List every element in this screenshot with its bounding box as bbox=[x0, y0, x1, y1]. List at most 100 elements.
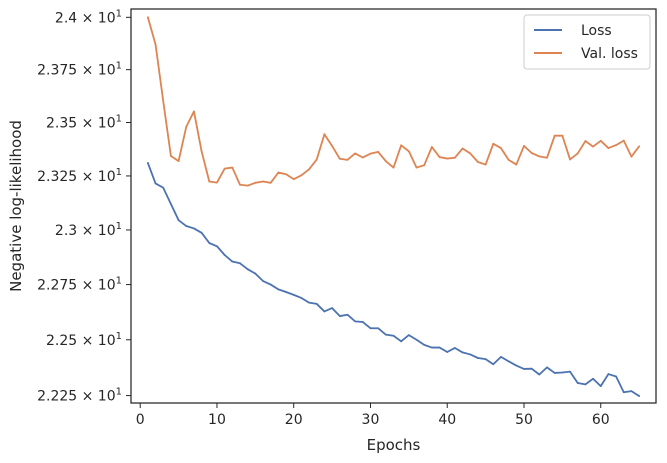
data-point-loss bbox=[553, 372, 556, 374]
data-point-loss bbox=[461, 351, 464, 354]
data-point-loss bbox=[246, 268, 249, 271]
data-point-loss bbox=[392, 334, 395, 337]
data-point-loss bbox=[592, 377, 594, 380]
data-point-loss bbox=[423, 343, 426, 346]
data-point-val-loss bbox=[561, 134, 564, 137]
data-point-loss bbox=[538, 373, 541, 376]
x-tick-label: 10 bbox=[208, 412, 226, 428]
data-point-val-loss bbox=[469, 152, 472, 155]
data-point-loss bbox=[269, 283, 272, 286]
data-point-loss bbox=[500, 355, 502, 358]
data-point-val-loss bbox=[507, 158, 510, 161]
data-point-val-loss bbox=[599, 139, 602, 142]
data-point-loss bbox=[200, 231, 203, 234]
data-point-loss bbox=[407, 334, 410, 336]
data-point-val-loss bbox=[530, 152, 533, 154]
y-tick-label: 2.35 × 101 bbox=[46, 114, 122, 132]
data-point-val-loss bbox=[254, 181, 257, 184]
data-point-val-loss bbox=[200, 150, 203, 153]
data-point-val-loss bbox=[638, 145, 641, 148]
data-point-loss bbox=[523, 368, 525, 370]
data-point-val-loss bbox=[615, 144, 617, 146]
data-point-loss bbox=[262, 280, 264, 282]
data-point-val-loss bbox=[223, 167, 226, 170]
data-point-val-loss bbox=[377, 151, 380, 153]
data-point-val-loss bbox=[384, 160, 387, 163]
data-point-loss bbox=[315, 303, 318, 305]
data-point-val-loss bbox=[407, 150, 410, 153]
data-point-val-loss bbox=[500, 147, 502, 149]
series-points-loss bbox=[146, 162, 641, 397]
data-point-loss bbox=[338, 315, 341, 317]
data-point-loss bbox=[469, 353, 472, 356]
data-point-loss bbox=[354, 320, 357, 323]
data-point-loss bbox=[231, 260, 234, 263]
data-point-loss bbox=[615, 375, 617, 378]
data-point-val-loss bbox=[423, 164, 426, 167]
series-line-loss bbox=[146, 162, 641, 397]
x-axis: 0 10 20 30 40 50 60 bbox=[136, 403, 610, 428]
data-point-val-loss bbox=[607, 147, 610, 149]
data-point-val-loss bbox=[170, 155, 172, 157]
data-point-loss bbox=[162, 186, 165, 189]
y-axis: 2.225 × 101 2.25 × 101 2.275 × 101 2.3 × 10… bbox=[37, 8, 131, 405]
data-point-val-loss bbox=[361, 156, 364, 159]
data-point-val-loss bbox=[346, 158, 349, 161]
data-point-val-loss bbox=[292, 178, 295, 181]
y-tick-label: 2.225 × 101 bbox=[37, 387, 122, 405]
data-point-val-loss bbox=[231, 166, 234, 169]
y-tick-label: 2.3 × 101 bbox=[55, 221, 122, 239]
legend: Loss Val. loss bbox=[523, 14, 651, 70]
data-point-loss bbox=[438, 346, 441, 349]
legend-label-val-loss: Val. loss bbox=[581, 46, 638, 62]
x-tick-label: 40 bbox=[438, 412, 456, 428]
data-point-val-loss bbox=[308, 168, 310, 171]
data-point-loss bbox=[377, 327, 380, 330]
data-point-loss bbox=[530, 367, 533, 370]
data-point-val-loss bbox=[461, 147, 464, 150]
series-layer bbox=[146, 16, 641, 397]
data-point-loss bbox=[308, 301, 310, 304]
y-tick-label: 2.275 × 101 bbox=[37, 276, 122, 294]
data-point-loss bbox=[254, 272, 257, 275]
data-point-val-loss bbox=[315, 158, 318, 161]
data-point-loss bbox=[177, 219, 180, 222]
data-point-val-loss bbox=[584, 140, 587, 142]
data-point-loss bbox=[477, 357, 479, 359]
data-point-loss bbox=[454, 347, 456, 349]
legend-label-loss: Loss bbox=[581, 23, 612, 39]
x-tick-label: 60 bbox=[592, 412, 610, 428]
data-point-loss bbox=[285, 291, 287, 293]
data-point-val-loss bbox=[392, 166, 395, 169]
legend-box bbox=[523, 14, 651, 70]
data-point-loss bbox=[239, 262, 241, 265]
data-point-val-loss bbox=[146, 16, 149, 19]
data-point-val-loss bbox=[576, 152, 579, 155]
data-point-val-loss bbox=[162, 100, 165, 103]
data-point-val-loss bbox=[523, 145, 525, 147]
data-point-loss bbox=[384, 333, 387, 336]
x-axis-label: Epochs bbox=[367, 436, 421, 454]
data-point-loss bbox=[446, 351, 449, 353]
data-point-val-loss bbox=[446, 157, 449, 160]
data-point-val-loss bbox=[193, 110, 195, 113]
data-point-loss bbox=[223, 254, 226, 256]
data-point-loss bbox=[154, 182, 157, 185]
data-point-loss bbox=[630, 390, 633, 392]
data-point-loss bbox=[193, 227, 195, 230]
data-point-val-loss bbox=[415, 166, 418, 169]
data-point-val-loss bbox=[269, 181, 272, 184]
plot-frame bbox=[130, 8, 657, 404]
data-point-loss bbox=[546, 366, 548, 369]
data-point-val-loss bbox=[546, 156, 548, 159]
data-point-val-loss bbox=[492, 142, 495, 145]
data-point-val-loss bbox=[331, 145, 333, 147]
y-tick-label: 2.375 × 101 bbox=[37, 61, 122, 79]
data-point-loss bbox=[369, 327, 372, 330]
data-point-val-loss bbox=[277, 171, 280, 174]
data-point-val-loss bbox=[400, 144, 403, 147]
y-tick-label: 2.25 × 101 bbox=[46, 331, 122, 349]
data-point-val-loss bbox=[239, 183, 241, 186]
data-point-loss bbox=[331, 307, 333, 310]
